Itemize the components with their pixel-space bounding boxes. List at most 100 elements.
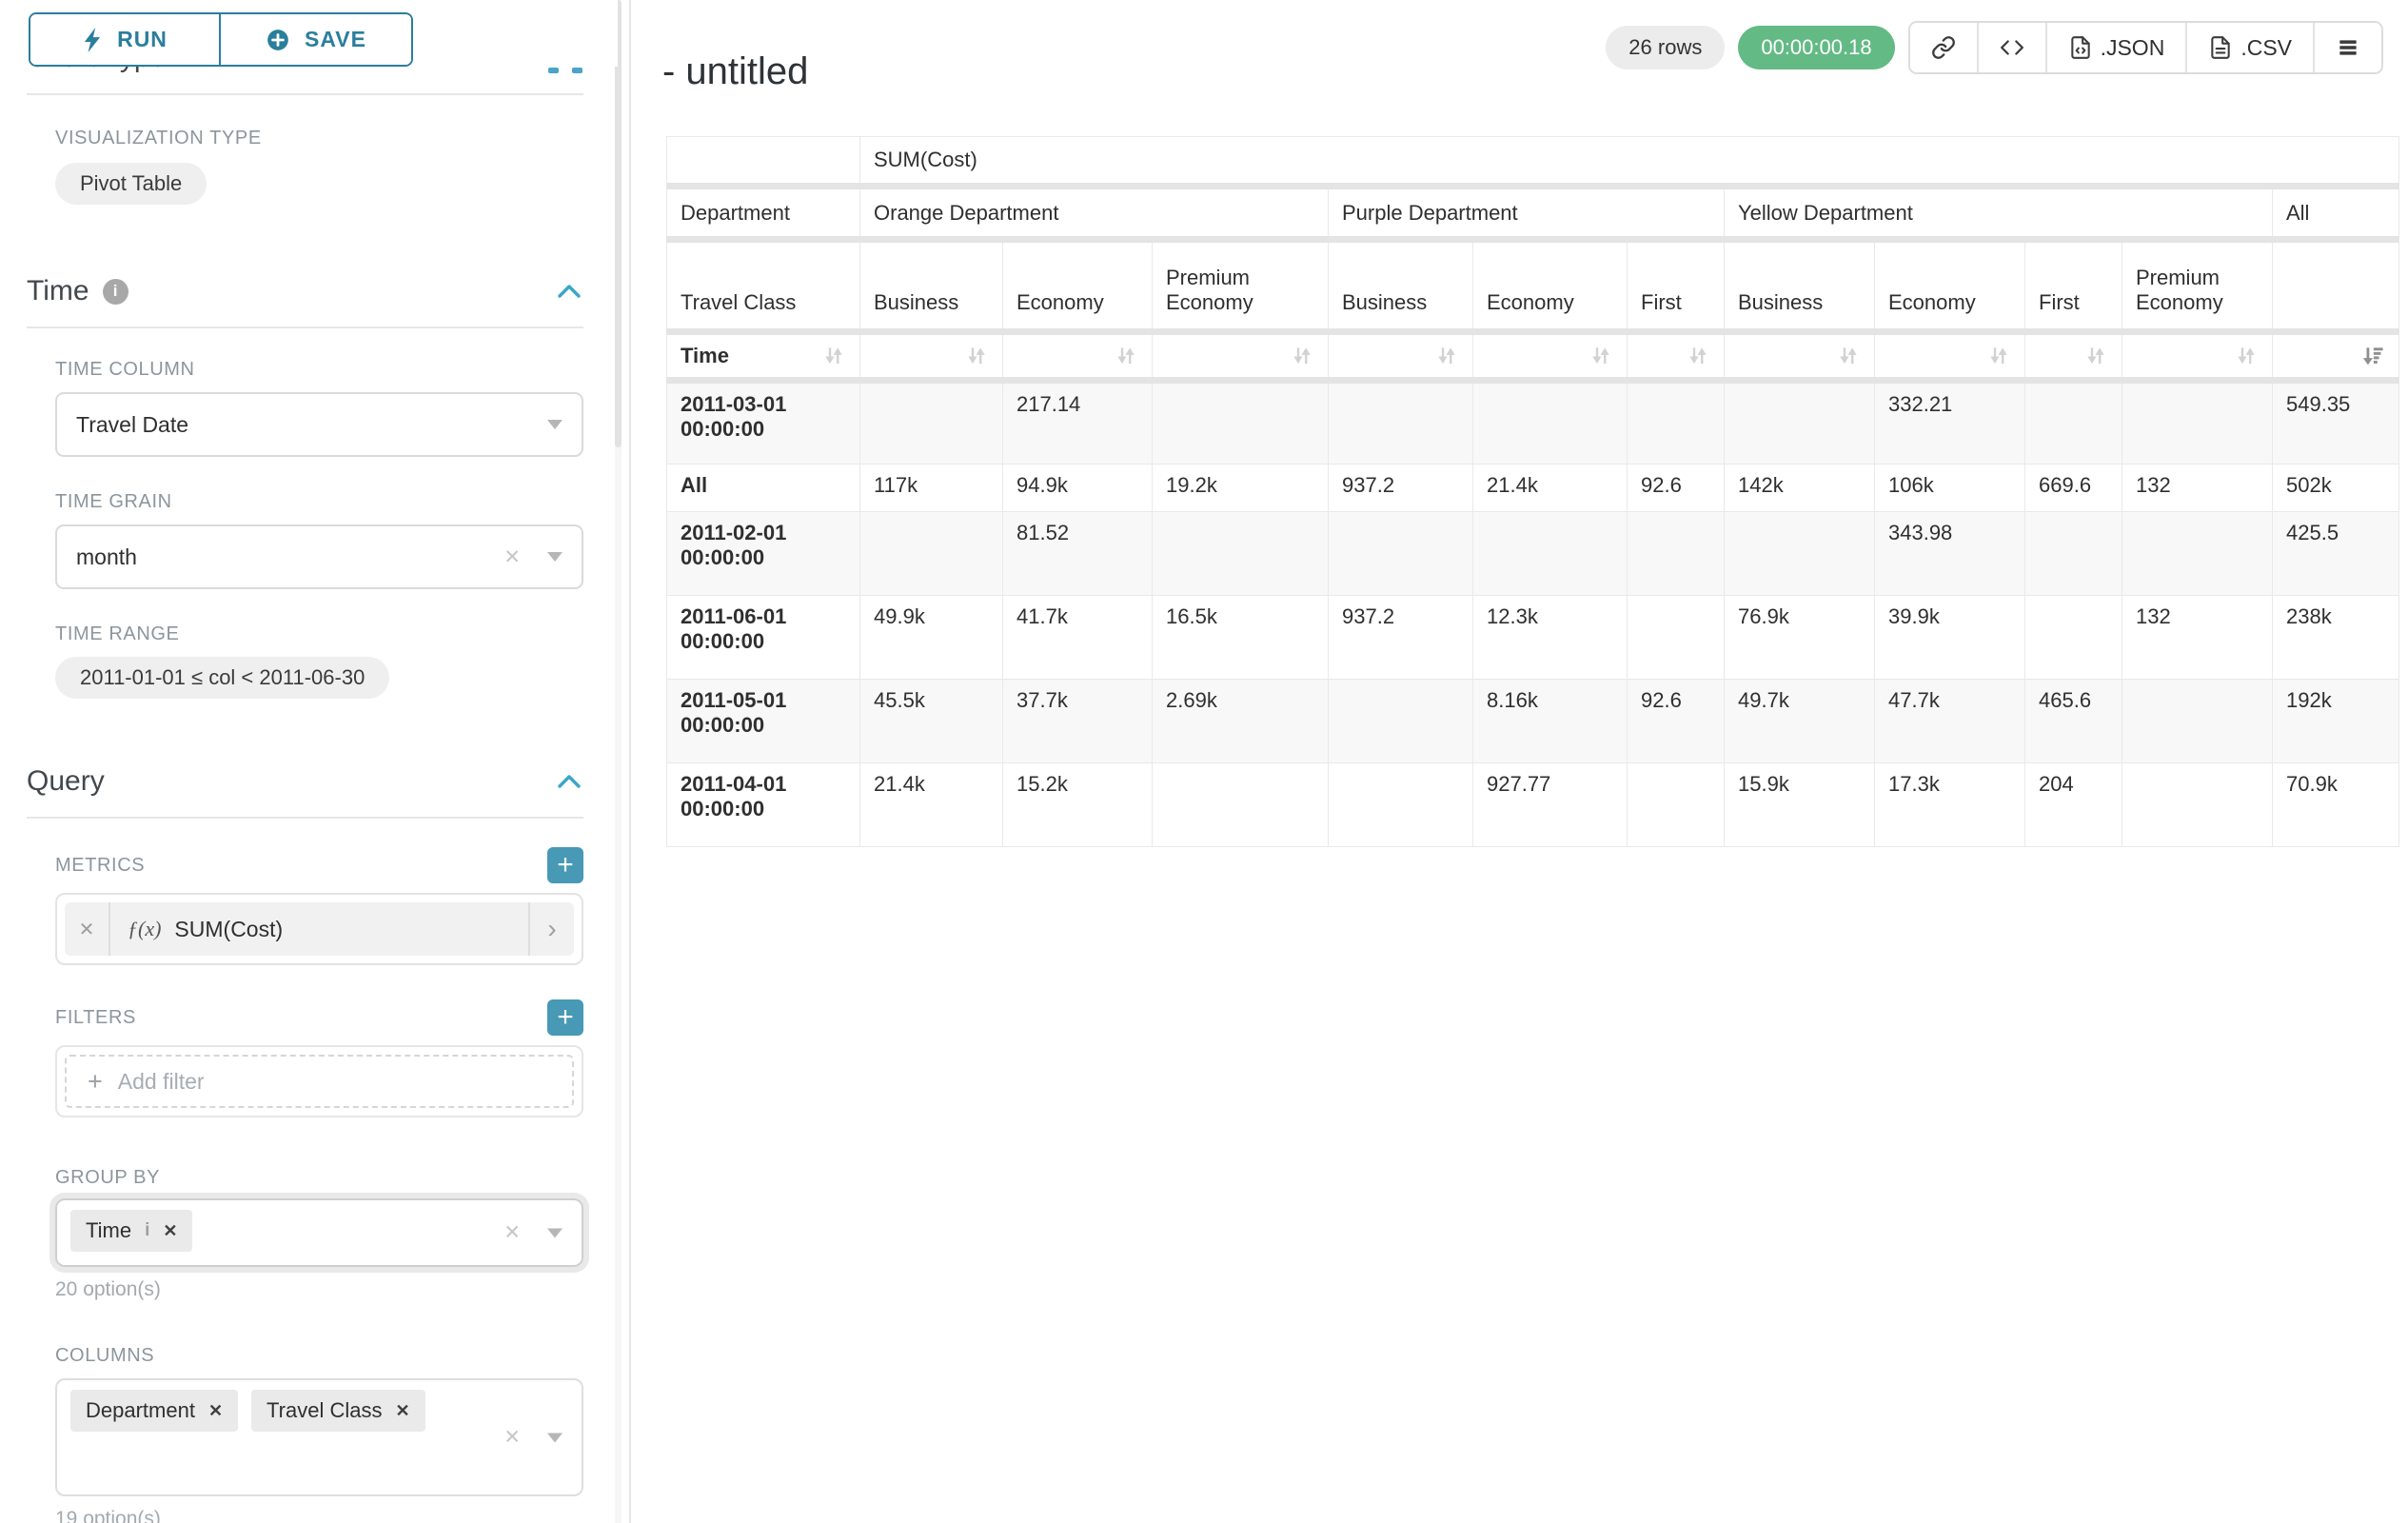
chart-area: - untitled 26 rows 00:00:00.18 [631,0,2408,1523]
add-filter-placeholder: Add filter [118,1069,205,1095]
group-by-chip-time[interactable]: Time i ✕ [70,1210,192,1252]
export-csv-button[interactable]: .CSV [2187,23,2315,72]
row-label: 2011-02-01 00:00:00 [667,512,860,596]
table-row: 2011-02-01 00:00:0081.52343.98425.5 [667,512,2399,596]
time-column-label: TIME COLUMN [55,359,583,381]
sort-icon[interactable] [1434,344,1459,368]
add-metric-button[interactable]: + [547,847,583,883]
clear-icon[interactable]: ✕ [503,547,521,567]
column-group-header: Purple Department [1329,187,1725,240]
sort-header-cell[interactable] [1628,332,1725,381]
collapse-chevron-icon[interactable] [555,772,583,791]
metrics-container: ✕ ƒ(x) SUM(Cost) › [55,893,583,965]
column-group-header: All [2273,187,2399,240]
info-icon[interactable]: i [145,1220,149,1241]
sort-icon[interactable] [1589,344,1613,368]
time-grain-select[interactable]: month ✕ [55,524,583,589]
remove-chip-icon[interactable]: ✕ [208,1401,223,1421]
panel-scroll-area: Chart Type VISUALIZATION TYPE Pivot Tabl… [0,0,631,1523]
column-header: Business [860,240,1003,332]
sort-icon[interactable] [1686,344,1710,368]
clear-icon[interactable]: ✕ [503,1428,521,1448]
remove-chip-icon[interactable]: ✕ [395,1401,409,1421]
clear-icon[interactable]: ✕ [503,1223,521,1243]
sort-header-cell[interactable] [2025,332,2122,381]
chevron-down-icon[interactable] [547,552,563,562]
pivot-value-cell: 47.7k [1875,680,2025,763]
pivot-value-cell [2122,512,2273,596]
pivot-value-cell [1628,596,1725,680]
chevron-down-icon[interactable] [547,1228,563,1237]
sort-descending-icon[interactable] [2360,344,2385,368]
pivot-value-cell: 37.7k [1003,680,1153,763]
view-query-button[interactable] [1979,23,2047,72]
sort-header-cell[interactable] [2122,332,2273,381]
remove-metric-icon[interactable]: ✕ [65,902,110,956]
pivot-value-cell: 549.35 [2273,381,2399,465]
sort-header-cell[interactable] [1725,332,1875,381]
sort-header-cell[interactable] [1875,332,2025,381]
sort-header-cell[interactable] [1473,332,1628,381]
pivot-table: SUM(Cost) Department Orange DepartmentPu… [666,136,2399,847]
sort-icon[interactable] [964,344,989,368]
run-button[interactable]: RUN [30,14,221,65]
export-json-button[interactable]: .JSON [2047,23,2188,72]
columns-select[interactable]: Department ✕ Travel Class ✕ ✕ [55,1378,583,1496]
chevron-down-icon[interactable] [547,1433,563,1442]
chart-title[interactable]: - untitled [662,50,808,93]
metrics-label: METRICS [55,855,145,877]
sort-icon[interactable] [1114,344,1138,368]
pivot-value-cell: 142k [1725,465,1875,512]
info-icon[interactable]: i [103,279,128,305]
pivot-value-cell [2025,596,2122,680]
superset-explore-view: RUN SAVE Chart Type VISUALIZATION TYPE P… [0,0,2408,1523]
share-link-button[interactable] [1910,23,1979,72]
columns-chip-travel-class[interactable]: Travel Class ✕ [251,1390,425,1432]
pivot-value-cell: 204 [2025,763,2122,847]
columns-chip-department[interactable]: Department ✕ [70,1390,238,1432]
pivot-value-cell: 15.9k [1725,763,1875,847]
add-filter-plus-button[interactable]: + [547,999,583,1036]
sort-icon[interactable] [1836,344,1861,368]
table-row: All117k94.9k19.2k937.221.4k92.6142k106k6… [667,465,2399,512]
sort-header-cell[interactable] [1329,332,1473,381]
sort-header-cell[interactable] [1003,332,1153,381]
time-column-select[interactable]: Travel Date [55,392,583,457]
column-header: Business [1725,240,1875,332]
save-button[interactable]: SAVE [221,14,411,65]
sort-header-cell[interactable]: Time [667,332,860,381]
group-by-select[interactable]: Time i ✕ ✕ [55,1198,583,1267]
column-header: First [1628,240,1725,332]
table-row: 2011-04-01 00:00:0021.4k15.2k927.7715.9k… [667,763,2399,847]
filters-label: FILTERS [55,1007,136,1029]
visualization-type-pill[interactable]: Pivot Table [55,163,207,205]
column-header: Premium Economy [2122,240,2273,332]
time-column-value: Travel Date [76,412,188,438]
chevron-down-icon[interactable] [547,420,563,429]
sort-icon[interactable] [821,344,846,368]
section-divider [27,817,583,819]
collapse-chevron-icon[interactable] [555,282,583,301]
sort-icon[interactable] [2083,344,2108,368]
pivot-value-cell: 92.6 [1628,680,1725,763]
sort-header-cell[interactable] [1153,332,1329,381]
remove-chip-icon[interactable]: ✕ [163,1221,177,1241]
link-icon [1931,35,1956,60]
sort-header-cell[interactable] [2273,332,2399,381]
filters-container: + Add filter [55,1045,583,1118]
pivot-value-cell: 217.14 [1003,381,1153,465]
sort-icon[interactable] [2234,344,2259,368]
sort-header-cell[interactable] [860,332,1003,381]
time-range-pill[interactable]: 2011-01-01 ≤ col < 2011-06-30 [55,657,389,699]
metric-item[interactable]: ✕ ƒ(x) SUM(Cost) › [65,902,574,956]
chevron-right-icon[interactable]: › [528,902,574,956]
menu-button[interactable] [2315,23,2381,72]
time-range-label: TIME RANGE [55,623,583,645]
sort-icon[interactable] [1986,344,2011,368]
pivot-value-cell: 8.16k [1473,680,1628,763]
column-header: First [2025,240,2122,332]
sort-icon[interactable] [1290,344,1314,368]
pivot-value-cell [1725,512,1875,596]
pivot-value-cell: 39.9k [1875,596,2025,680]
add-filter-button[interactable]: + Add filter [65,1055,574,1108]
